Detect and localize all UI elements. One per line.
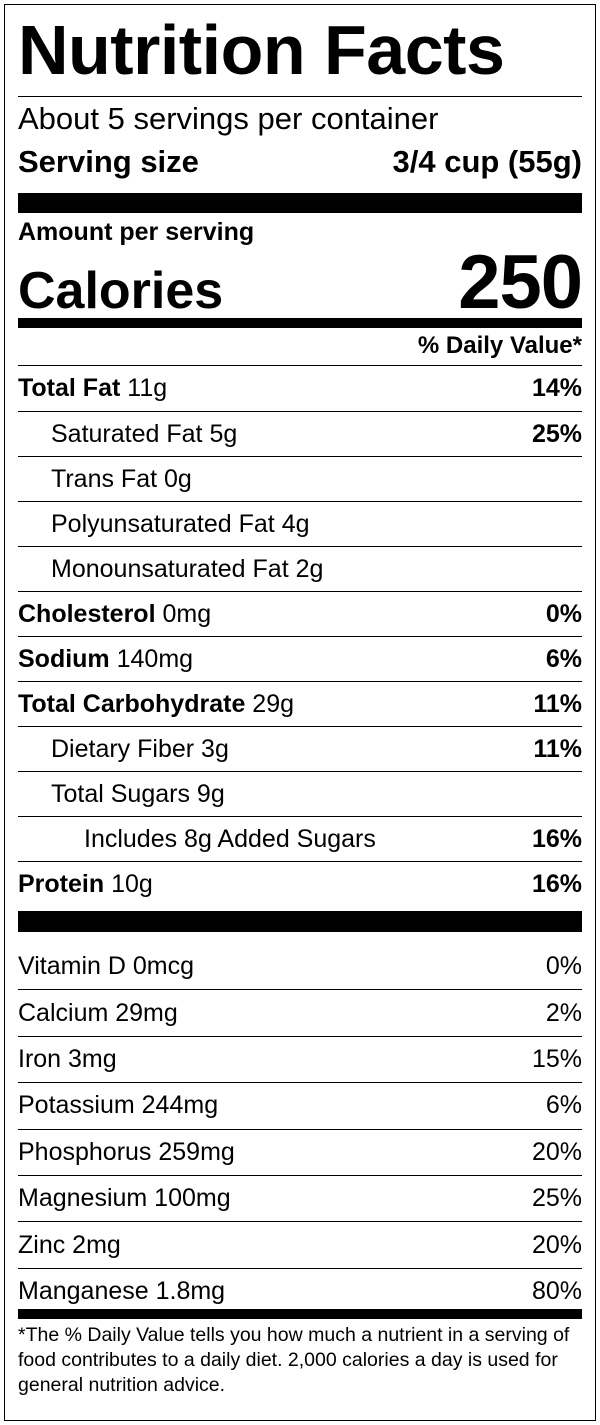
calories-row: Calories 250	[18, 240, 583, 326]
calories-value: 250	[458, 240, 583, 325]
thick-divider-top	[18, 193, 582, 213]
vitamin-row: Calcium 29mg 2%	[18, 989, 582, 1035]
nutrient-label: Saturated Fat	[51, 419, 203, 448]
vitamin-row: Zinc 2mg 20%	[18, 1221, 582, 1267]
nutrient-name: Total Sugars 9g	[18, 780, 225, 809]
nutrient-amount: 9g	[196, 779, 225, 808]
nutrient-label: Trans Fat	[51, 464, 158, 493]
nutrient-daily-value: 16%	[531, 869, 582, 898]
nutrient-name: Protein 10g	[18, 870, 153, 899]
label-title: Nutrition Facts	[18, 11, 505, 89]
nutrient-daily-value: 11%	[533, 689, 582, 718]
vitamin-daily-value: 20%	[531, 1137, 582, 1166]
dv-header-divider	[18, 365, 582, 366]
nutrient-label: Total Carbohydrate	[18, 689, 246, 718]
nutrient-name: Dietary Fiber 3g	[18, 735, 229, 764]
nutrient-amount: 4g	[281, 509, 310, 538]
nutrient-amount: 0g	[164, 464, 192, 493]
vitamin-label: Vitamin D 0mcg	[18, 951, 194, 980]
title-divider	[18, 96, 582, 97]
servings-per-container: About 5 servings per container	[18, 101, 439, 136]
nutrient-amount: 10g	[111, 869, 153, 898]
nutrition-facts-label: Nutrition Facts About 5 servings per con…	[4, 4, 596, 1421]
nutrient-name: Monounsaturated Fat 2g	[18, 555, 323, 584]
nutrient-amount: 0mg	[162, 599, 212, 628]
vitamin-label: Iron 3mg	[18, 1044, 117, 1073]
nutrient-label: Sodium	[18, 644, 110, 673]
vitamin-row: Iron 3mg 15%	[18, 1035, 582, 1082]
nutrient-daily-value: 25%	[531, 419, 582, 448]
vitamin-daily-value: 0%	[545, 951, 582, 980]
nutrient-name: Trans Fat 0g	[18, 465, 192, 494]
vitamin-daily-value: 15%	[531, 1044, 582, 1073]
vitamin-label: Zinc 2mg	[18, 1230, 121, 1259]
nutrient-row: Dietary Fiber 3g 11%	[18, 726, 582, 771]
vitamin-label: Manganese 1.8mg	[18, 1276, 226, 1305]
nutrient-label: Dietary Fiber	[51, 734, 195, 763]
nutrient-amount: 29g	[252, 689, 295, 718]
nutrient-label: Cholesterol	[18, 599, 156, 628]
nutrient-label: Total Sugars	[51, 779, 190, 808]
nutrient-row: Sodium 140mg 6%	[18, 636, 582, 681]
vitamin-row: Manganese 1.8mg 80%	[18, 1267, 582, 1314]
nutrient-row: Protein 10g 16%	[18, 861, 582, 906]
daily-value-footnote: *The % Daily Value tells you how much a …	[18, 1324, 570, 1396]
vitamin-label: Magnesium 100mg	[18, 1184, 231, 1213]
vitamin-daily-value: 2%	[545, 998, 582, 1027]
vitamin-label: Calcium 29mg	[18, 998, 178, 1027]
vitamin-row: Phosphorus 259mg 20%	[18, 1128, 582, 1175]
nutrient-label: Monounsaturated Fat	[51, 554, 289, 583]
nutrient-row: Total Fat 11g 14%	[18, 366, 582, 411]
vitamin-label: Potassium 244mg	[18, 1091, 219, 1120]
nutrient-label: Protein	[18, 869, 105, 898]
nutrient-name: Polyunsaturated Fat 4g	[18, 510, 310, 539]
serving-size-label: Serving size	[18, 144, 199, 179]
nutrient-row: Cholesterol 0mg 0%	[18, 591, 582, 636]
serving-size-row: Serving size 3/4 cup (55g)	[18, 142, 582, 182]
vitamin-daily-value: 20%	[531, 1230, 582, 1259]
nutrient-amount: 11g	[127, 374, 168, 402]
nutrient-daily-value: 0%	[545, 599, 582, 628]
medium-divider-bottom	[18, 1309, 582, 1319]
nutrient-row: Polyunsaturated Fat 4g	[18, 501, 582, 546]
vitamin-row: Potassium 244mg 6%	[18, 1082, 582, 1128]
nutrient-amount: 3g	[201, 734, 229, 763]
vitamin-row: Magnesium 100mg 25%	[18, 1174, 582, 1221]
vitamin-daily-value: 80%	[531, 1276, 582, 1305]
nutrient-name: Total Carbohydrate 29g	[18, 690, 294, 719]
calories-label: Calories	[18, 262, 224, 320]
nutrient-amount: 140mg	[116, 644, 194, 673]
serving-size-value: 3/4 cup (55g)	[392, 144, 583, 179]
vitamin-row: Vitamin D 0mcg 0%	[18, 943, 582, 989]
vitamin-daily-value: 25%	[531, 1184, 582, 1213]
nutrient-row: Total Carbohydrate 29g 11%	[18, 681, 582, 726]
nutrient-row: Total Sugars 9g	[18, 771, 582, 816]
daily-value-header: % Daily Value*	[417, 332, 582, 359]
nutrient-name: Sodium 140mg	[18, 645, 193, 674]
nutrient-row: Saturated Fat 5g 25%	[18, 411, 582, 456]
nutrient-label: Includes 8g Added Sugars	[84, 824, 376, 853]
nutrient-name: Cholesterol 0mg	[18, 600, 211, 629]
nutrient-name: Includes 8g Added Sugars	[18, 825, 376, 854]
nutrient-daily-value: 14%	[531, 374, 582, 402]
vitamin-label: Phosphorus 259mg	[18, 1137, 235, 1166]
nutrient-label: Polyunsaturated Fat	[51, 509, 275, 538]
nutrient-row: Monounsaturated Fat 2g	[18, 546, 582, 591]
nutrient-name: Saturated Fat 5g	[18, 420, 237, 449]
nutrient-rows: Total Fat 11g 14% Saturated Fat 5g 25% Trans…	[18, 366, 582, 906]
nutrient-name: Total Fat 11g	[18, 374, 167, 403]
nutrient-row: Trans Fat 0g	[18, 456, 582, 501]
vitamin-rows: Vitamin D 0mcg 0% Calcium 29mg 2% Iron 3mg 15…	[18, 943, 582, 1314]
medium-divider	[18, 318, 582, 328]
vitamin-daily-value: 6%	[545, 1091, 582, 1120]
amount-per-serving: Amount per serving	[18, 218, 255, 246]
nutrient-label: Total Fat	[18, 374, 121, 402]
nutrient-daily-value: 16%	[531, 824, 582, 853]
nutrient-daily-value: 11%	[533, 734, 582, 763]
nutrient-daily-value: 6%	[545, 644, 582, 673]
nutrient-amount: 2g	[295, 554, 324, 583]
nutrient-amount: 5g	[209, 419, 238, 448]
nutrient-row: Includes 8g Added Sugars 16%	[18, 816, 582, 861]
thick-divider-middle	[18, 911, 582, 932]
